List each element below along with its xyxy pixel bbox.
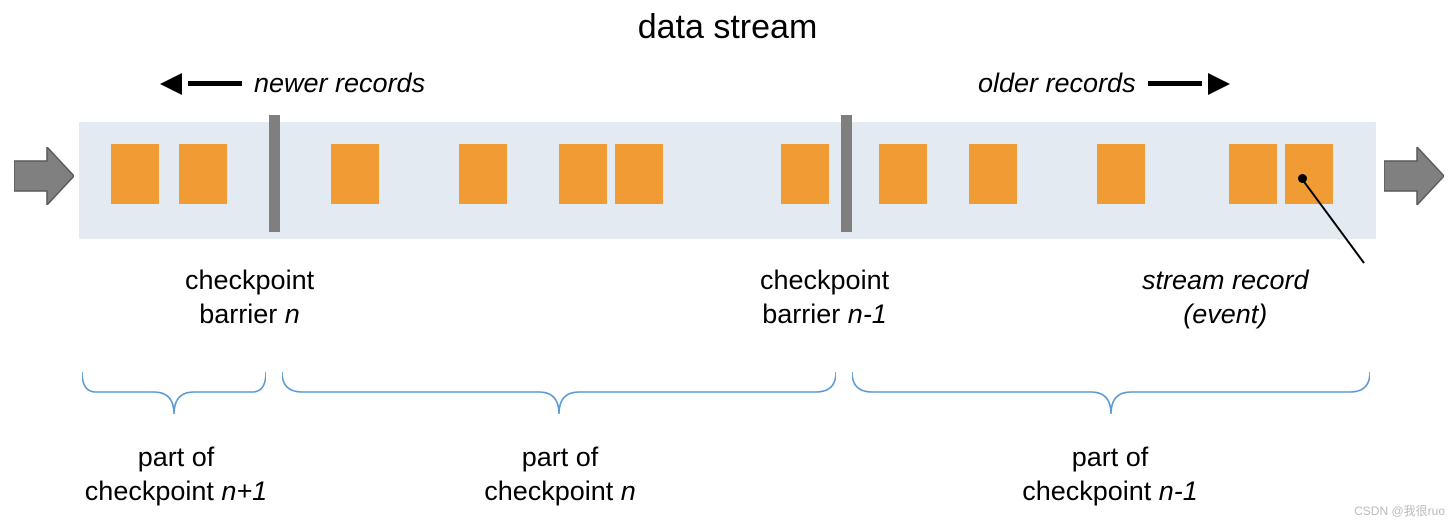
diagram-title: data stream <box>638 8 818 47</box>
barrier-nm1-line1: checkpoint <box>760 265 889 295</box>
stream-record-line1: stream record <box>1142 265 1309 295</box>
older-records-text: older records <box>978 68 1136 99</box>
barrier-nm1-line2a: barrier <box>762 299 848 329</box>
part-np1-label: part of checkpoint n+1 <box>6 441 346 509</box>
barrier-nm1-line2b: n-1 <box>848 299 887 329</box>
part-nm1-l2b: n-1 <box>1159 476 1198 506</box>
brace-3 <box>852 370 1370 418</box>
stream-record <box>111 144 159 204</box>
stream-record <box>459 144 507 204</box>
arrow-left-icon <box>160 73 182 95</box>
stream-record <box>1229 144 1277 204</box>
part-np1-l1: part of <box>138 442 215 472</box>
barrier-n-label: checkpoint barrier n <box>185 264 314 332</box>
arrow-line <box>188 81 242 86</box>
stream-record <box>781 144 829 204</box>
flow-arrow-left-icon <box>14 147 74 205</box>
brace-2 <box>282 370 836 418</box>
flow-arrow-right-icon <box>1384 147 1444 205</box>
checkpoint-barrier <box>841 115 852 232</box>
stream-record-line2: (event) <box>1183 299 1267 329</box>
part-n-l2a: checkpoint <box>484 476 621 506</box>
brace-1 <box>82 370 266 418</box>
stream-record <box>879 144 927 204</box>
barrier-n-line1: checkpoint <box>185 265 314 295</box>
stream-record <box>969 144 1017 204</box>
part-nm1-l1: part of <box>1072 442 1149 472</box>
watermark: CSDN @我很ruo <box>1354 502 1445 519</box>
part-nm1-label: part of checkpoint n-1 <box>940 441 1280 509</box>
part-n-l1: part of <box>522 442 599 472</box>
newer-records-annotation: newer records <box>160 68 425 99</box>
part-n-l2b: n <box>621 476 636 506</box>
stream-record <box>331 144 379 204</box>
part-np1-l2a: checkpoint <box>85 476 222 506</box>
stream-record <box>179 144 227 204</box>
stream-band <box>79 122 1376 239</box>
part-np1-l2b: n+1 <box>221 476 267 506</box>
stream-record <box>1097 144 1145 204</box>
barrier-n-line2b: n <box>285 299 300 329</box>
older-records-annotation: older records <box>978 68 1230 99</box>
barrier-nm1-label: checkpoint barrier n-1 <box>760 264 889 332</box>
arrow-right-icon <box>1208 73 1230 95</box>
checkpoint-barrier <box>269 115 280 232</box>
newer-records-text: newer records <box>254 68 425 99</box>
stream-record-label: stream record (event) <box>1142 264 1309 332</box>
stream-record <box>1285 144 1333 204</box>
part-n-label: part of checkpoint n <box>430 441 690 509</box>
barrier-n-line2a: barrier <box>199 299 285 329</box>
stream-record <box>559 144 607 204</box>
arrow-line <box>1148 81 1202 86</box>
stream-record <box>615 144 663 204</box>
part-nm1-l2a: checkpoint <box>1022 476 1159 506</box>
